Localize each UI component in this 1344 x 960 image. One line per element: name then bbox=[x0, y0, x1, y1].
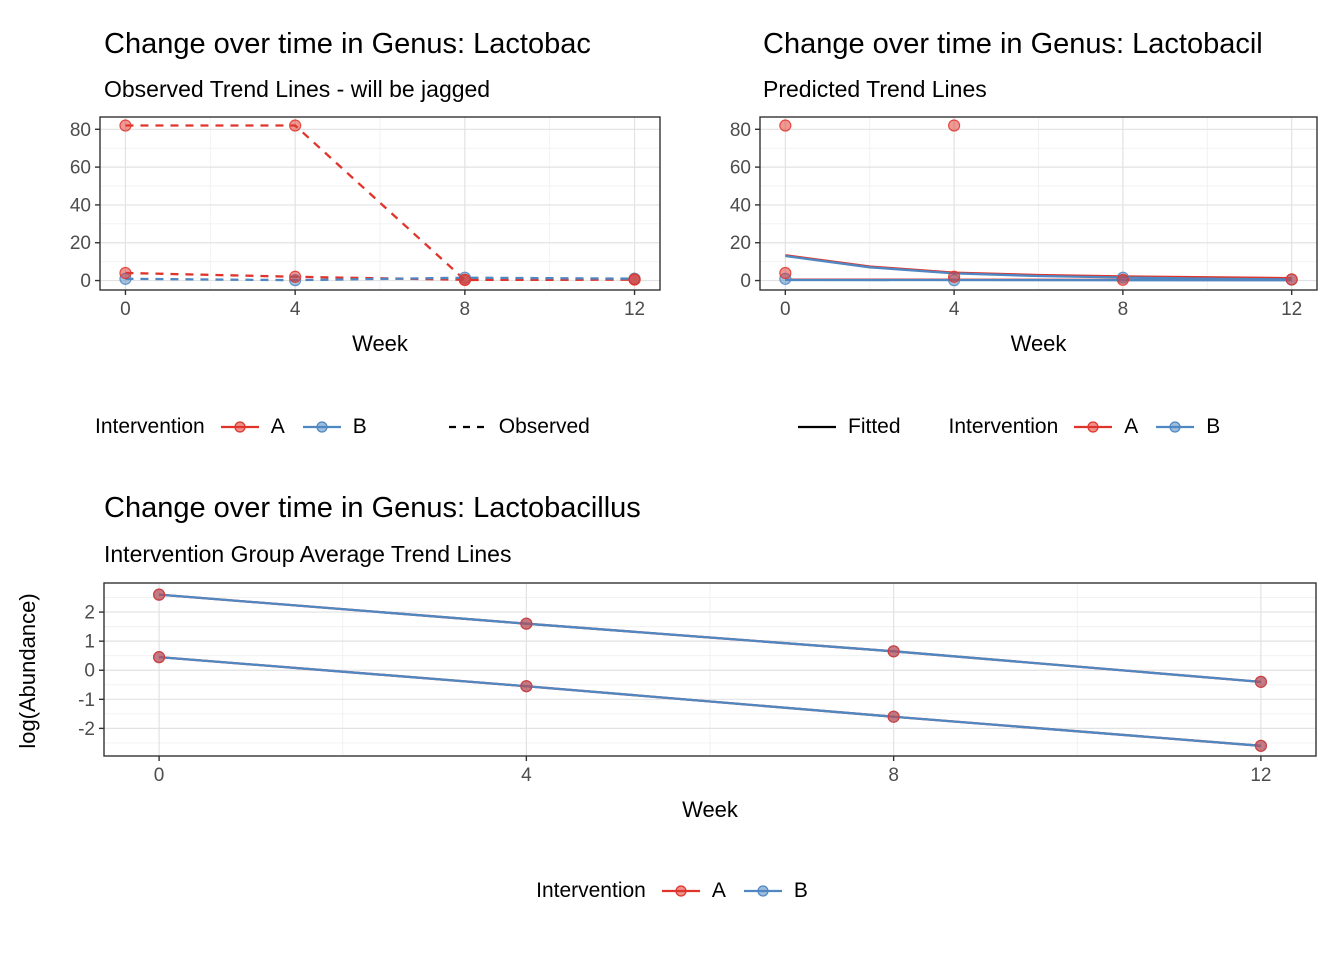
svg-text:60: 60 bbox=[730, 158, 751, 179]
legend-key-fitted-icon bbox=[796, 416, 838, 438]
chart-average-subtitle: Intervention Group Average Trend Lines bbox=[104, 541, 512, 567]
chart-observed-legend: Intervention A B Observed bbox=[95, 415, 590, 439]
legend-title: Intervention bbox=[95, 415, 205, 438]
svg-text:40: 40 bbox=[70, 195, 91, 216]
svg-text:-1: -1 bbox=[78, 690, 95, 711]
legend-item-b: B bbox=[301, 415, 367, 439]
svg-text:12: 12 bbox=[1281, 299, 1302, 320]
svg-text:20: 20 bbox=[70, 233, 91, 254]
legend-item-a: A bbox=[1072, 415, 1138, 439]
svg-text:0: 0 bbox=[80, 271, 91, 292]
legend-key-a-icon bbox=[219, 416, 261, 438]
legend-title: Intervention bbox=[948, 415, 1059, 438]
svg-text:4: 4 bbox=[949, 299, 960, 320]
svg-text:80: 80 bbox=[730, 120, 751, 141]
svg-text:8: 8 bbox=[460, 299, 471, 320]
svg-text:80: 80 bbox=[70, 120, 91, 141]
legend-label-a: A bbox=[711, 879, 726, 902]
svg-text:8: 8 bbox=[1118, 299, 1129, 320]
svg-text:0: 0 bbox=[154, 765, 165, 786]
chart-predicted-subtitle: Predicted Trend Lines bbox=[763, 76, 987, 102]
svg-text:2: 2 bbox=[84, 603, 95, 624]
chart-predicted-title: Change over time in Genus: Lactobacil bbox=[763, 28, 1263, 60]
svg-text:-2: -2 bbox=[78, 719, 95, 740]
legend-item-b: B bbox=[1154, 415, 1220, 439]
chart-average-legend: Intervention A B bbox=[0, 879, 1344, 903]
chart-predicted-plot-area: 0 4 8 12 0 20 40 60 80 bbox=[730, 116, 1318, 320]
chart-observed-xlabel: Week bbox=[352, 331, 408, 356]
chart-average-xlabel: Week bbox=[682, 797, 738, 822]
chart-observed-title: Change over time in Genus: Lactobac bbox=[104, 28, 591, 60]
svg-text:12: 12 bbox=[1250, 765, 1271, 786]
chart-observed-subtitle: Observed Trend Lines - will be jagged bbox=[104, 76, 491, 102]
svg-text:0: 0 bbox=[84, 661, 95, 682]
legend-label-a: A bbox=[270, 415, 285, 438]
legend-key-a-icon bbox=[660, 880, 702, 902]
legend-label-a: A bbox=[1124, 415, 1139, 438]
legend-item-b: B bbox=[742, 879, 808, 903]
legend-key-observed-icon bbox=[447, 416, 489, 438]
svg-text:20: 20 bbox=[730, 233, 751, 254]
legend-key-b-icon bbox=[742, 880, 784, 902]
legend-label-fitted: Fitted bbox=[848, 415, 901, 438]
svg-text:0: 0 bbox=[120, 299, 131, 320]
svg-text:1: 1 bbox=[84, 632, 95, 653]
chart-observed-plot-area: 0 4 8 12 0 20 40 60 80 bbox=[70, 116, 661, 320]
legend-key-b-icon bbox=[1154, 416, 1196, 438]
legend-title: Intervention bbox=[536, 879, 646, 902]
svg-text:4: 4 bbox=[521, 765, 532, 786]
legend-key-b-icon bbox=[301, 416, 343, 438]
svg-text:4: 4 bbox=[290, 299, 301, 320]
legend-label-b: B bbox=[1206, 415, 1221, 438]
chart-predicted-xlabel: Week bbox=[1010, 331, 1067, 356]
legend-label-b: B bbox=[352, 415, 367, 438]
legend-item-fitted: Fitted bbox=[796, 415, 901, 439]
legend-item-a: A bbox=[660, 879, 726, 903]
chart-average-title: Change over time in Genus: Lactobacillus bbox=[104, 492, 641, 524]
svg-text:0: 0 bbox=[740, 271, 751, 292]
legend-item-a: A bbox=[219, 415, 285, 439]
chart-average-ylabel: log(Abundance) bbox=[15, 593, 40, 749]
svg-text:8: 8 bbox=[888, 765, 899, 786]
legend-label-b: B bbox=[793, 879, 808, 902]
svg-text:12: 12 bbox=[624, 299, 645, 320]
svg-text:60: 60 bbox=[70, 158, 91, 179]
svg-text:40: 40 bbox=[730, 195, 751, 216]
legend-item-observed: Observed bbox=[447, 415, 590, 439]
legend-label-observed: Observed bbox=[498, 415, 590, 438]
legend-key-a-icon bbox=[1072, 416, 1114, 438]
svg-text:0: 0 bbox=[780, 299, 791, 320]
chart-predicted-legend: Fitted Intervention A B bbox=[796, 415, 1220, 439]
